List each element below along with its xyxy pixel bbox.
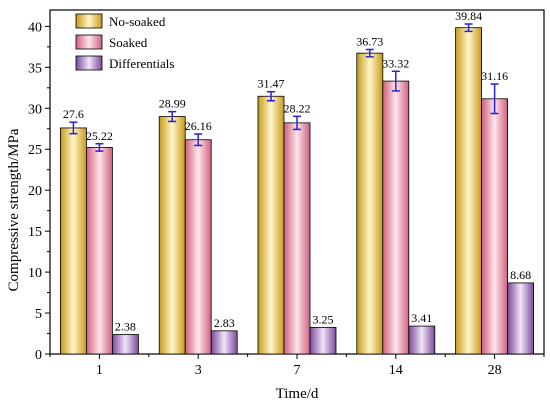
legend-swatch [75, 55, 103, 71]
data-label-soaked-1: 25.22 [86, 129, 113, 143]
bar-no-soaked-28 [455, 27, 483, 355]
y-tick-label: 30 [28, 102, 42, 117]
legend-label: Differentials [109, 56, 174, 71]
error-bar-no-soaked-1 [69, 121, 78, 135]
data-label-differentials-1: 2.38 [115, 320, 136, 334]
data-label-soaked-7: 28.22 [284, 101, 311, 115]
y-axis-title: Compressive strength/MPa [6, 128, 22, 291]
bar-no-soaked-14 [356, 52, 384, 355]
legend-item-no-soaked: No-soaked [75, 13, 166, 29]
bar-no-soaked-1 [60, 127, 87, 355]
bar-differentials-7 [309, 326, 337, 355]
y-tick-label: 25 [28, 143, 42, 158]
error-bar-no-soaked-3 [168, 110, 177, 123]
bar-soaked-14 [382, 80, 410, 355]
error-bar-soaked-28 [490, 83, 499, 115]
x-tick-label: 3 [195, 363, 202, 378]
data-label-soaked-14: 33.32 [382, 56, 409, 70]
data-label-differentials-14: 3.41 [411, 311, 432, 325]
x-tick-label: 7 [294, 363, 301, 378]
legend-swatch [75, 13, 103, 29]
legend-item-differentials: Differentials [75, 55, 174, 71]
legend-label: Soaked [109, 35, 148, 50]
bars-layer [60, 27, 535, 355]
bar-differentials-28 [507, 282, 535, 355]
error-bar-no-soaked-7 [267, 90, 275, 102]
data-label-no-soaked-3: 28.99 [159, 97, 186, 111]
bar-differentials-14 [408, 325, 436, 355]
data-labels-layer: 27.6 28.99 31.47 36.73 39.84 25.22 26.16 28.22 3… [63, 9, 531, 334]
error-bar-soaked-7 [293, 115, 301, 131]
x-tick-label: 14 [389, 363, 403, 378]
legend: No-soaked Soaked Differentials [75, 13, 174, 71]
error-bar-soaked-1 [95, 143, 104, 152]
legend-item-soaked: Soaked [75, 34, 148, 50]
y-tick-label: 20 [28, 184, 42, 199]
data-label-soaked-3: 26.16 [185, 119, 212, 133]
bar-no-soaked-3 [158, 116, 186, 355]
bar-soaked-3 [184, 139, 212, 355]
bar-soaked-28 [481, 98, 509, 355]
x-tick-label: 1 [96, 363, 103, 378]
axes-layer: 0 5 10 15 20 25 30 35 40 1 3 7 14 28 [28, 20, 545, 378]
legend-swatch [75, 34, 103, 50]
data-label-differentials-3: 2.83 [214, 316, 235, 330]
error-bar-soaked-14 [391, 70, 400, 92]
data-label-no-soaked-28: 39.84 [455, 9, 482, 23]
data-label-differentials-28: 8.68 [510, 268, 531, 282]
x-axis-title: Time/d [276, 386, 319, 402]
data-label-no-soaked-7: 31.47 [258, 77, 285, 91]
y-tick-label: 0 [35, 348, 42, 363]
y-tick-label: 15 [28, 225, 42, 240]
bar-no-soaked-7 [257, 95, 285, 355]
bar-soaked-1 [86, 147, 113, 355]
error-bar-no-soaked-28 [464, 23, 473, 33]
data-label-no-soaked-1: 27.6 [63, 107, 84, 121]
data-label-soaked-28: 31.16 [481, 69, 508, 83]
error-bars-layer [69, 23, 499, 152]
y-tick-label: 35 [28, 61, 42, 76]
y-tick-label: 5 [35, 307, 42, 322]
bar-differentials-1 [112, 334, 139, 355]
data-label-differentials-7: 3.25 [313, 312, 334, 326]
bar-soaked-7 [283, 122, 311, 355]
data-label-no-soaked-14: 36.73 [356, 34, 383, 48]
error-bar-no-soaked-14 [365, 48, 374, 58]
legend-label: No-soaked [109, 14, 166, 29]
x-tick-label: 28 [488, 363, 502, 378]
y-tick-label: 10 [28, 266, 42, 281]
y-tick-label: 40 [28, 20, 42, 35]
error-bar-soaked-3 [194, 133, 203, 147]
bar-differentials-3 [210, 330, 238, 355]
